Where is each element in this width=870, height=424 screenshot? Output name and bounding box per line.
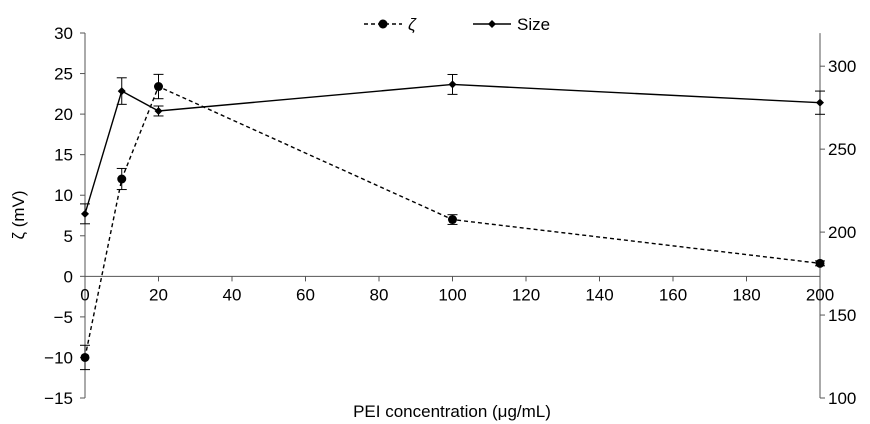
y-tick-label: −15 [44, 389, 73, 408]
data-point [81, 209, 89, 218]
x-tick-label: 200 [806, 285, 834, 304]
y2-tick-label: 100 [828, 389, 856, 408]
data-point [816, 98, 824, 107]
data-point [80, 352, 90, 362]
x-axis-title: PEI concentration (μg/mL) [353, 402, 551, 421]
series-size [80, 73, 825, 225]
y-tick-label: 5 [64, 227, 73, 246]
data-point [815, 258, 825, 268]
y-tick-label: 10 [54, 186, 73, 205]
data-point [448, 215, 457, 225]
x-tick-label: 20 [149, 285, 168, 304]
x-tick-label: 100 [438, 285, 466, 304]
y2-tick-label: 200 [828, 223, 856, 242]
y-tick-label: −10 [44, 348, 73, 367]
legend-item: Size [473, 15, 550, 34]
y2-tick-label: 250 [828, 140, 856, 159]
y-tick-label: 20 [54, 105, 73, 124]
data-point [154, 106, 163, 115]
data-point [154, 82, 163, 92]
x-tick-label: 40 [223, 285, 242, 304]
x-tick-label: 140 [585, 285, 613, 304]
legend-label: Size [517, 15, 550, 34]
legend-label: ζ [408, 15, 417, 34]
y2-tick-label: 150 [828, 306, 856, 325]
legend-swatch-marker [488, 20, 496, 28]
x-tick-label: 60 [296, 285, 315, 304]
y2-tick-label: 300 [828, 57, 856, 76]
y-tick-label: −5 [54, 308, 73, 327]
x-tick-label: 120 [512, 285, 540, 304]
x-tick-label: 160 [659, 285, 687, 304]
axes: −15 −10 −5 0 5 10 15 20 25 30 100 150 200 250 300 0 20 40… [44, 24, 856, 408]
legend: ζ Size [364, 15, 550, 34]
y-tick-label: 30 [54, 24, 73, 43]
legend-item: ζ [364, 15, 417, 34]
data-point [448, 80, 457, 89]
data-point [117, 87, 126, 96]
series-layer [80, 73, 825, 371]
y-tick-label: 15 [54, 146, 73, 165]
x-tick-label: 0 [80, 285, 89, 304]
series-zeta [80, 73, 825, 371]
x-tick-label: 180 [732, 285, 760, 304]
y-tick-label: 25 [54, 65, 73, 84]
data-point [117, 174, 127, 184]
y-axis-title: ζ (mV) [9, 190, 28, 239]
legend-swatch-marker [378, 19, 388, 29]
y-tick-label: 0 [64, 267, 73, 286]
x-tick-label: 80 [370, 285, 389, 304]
